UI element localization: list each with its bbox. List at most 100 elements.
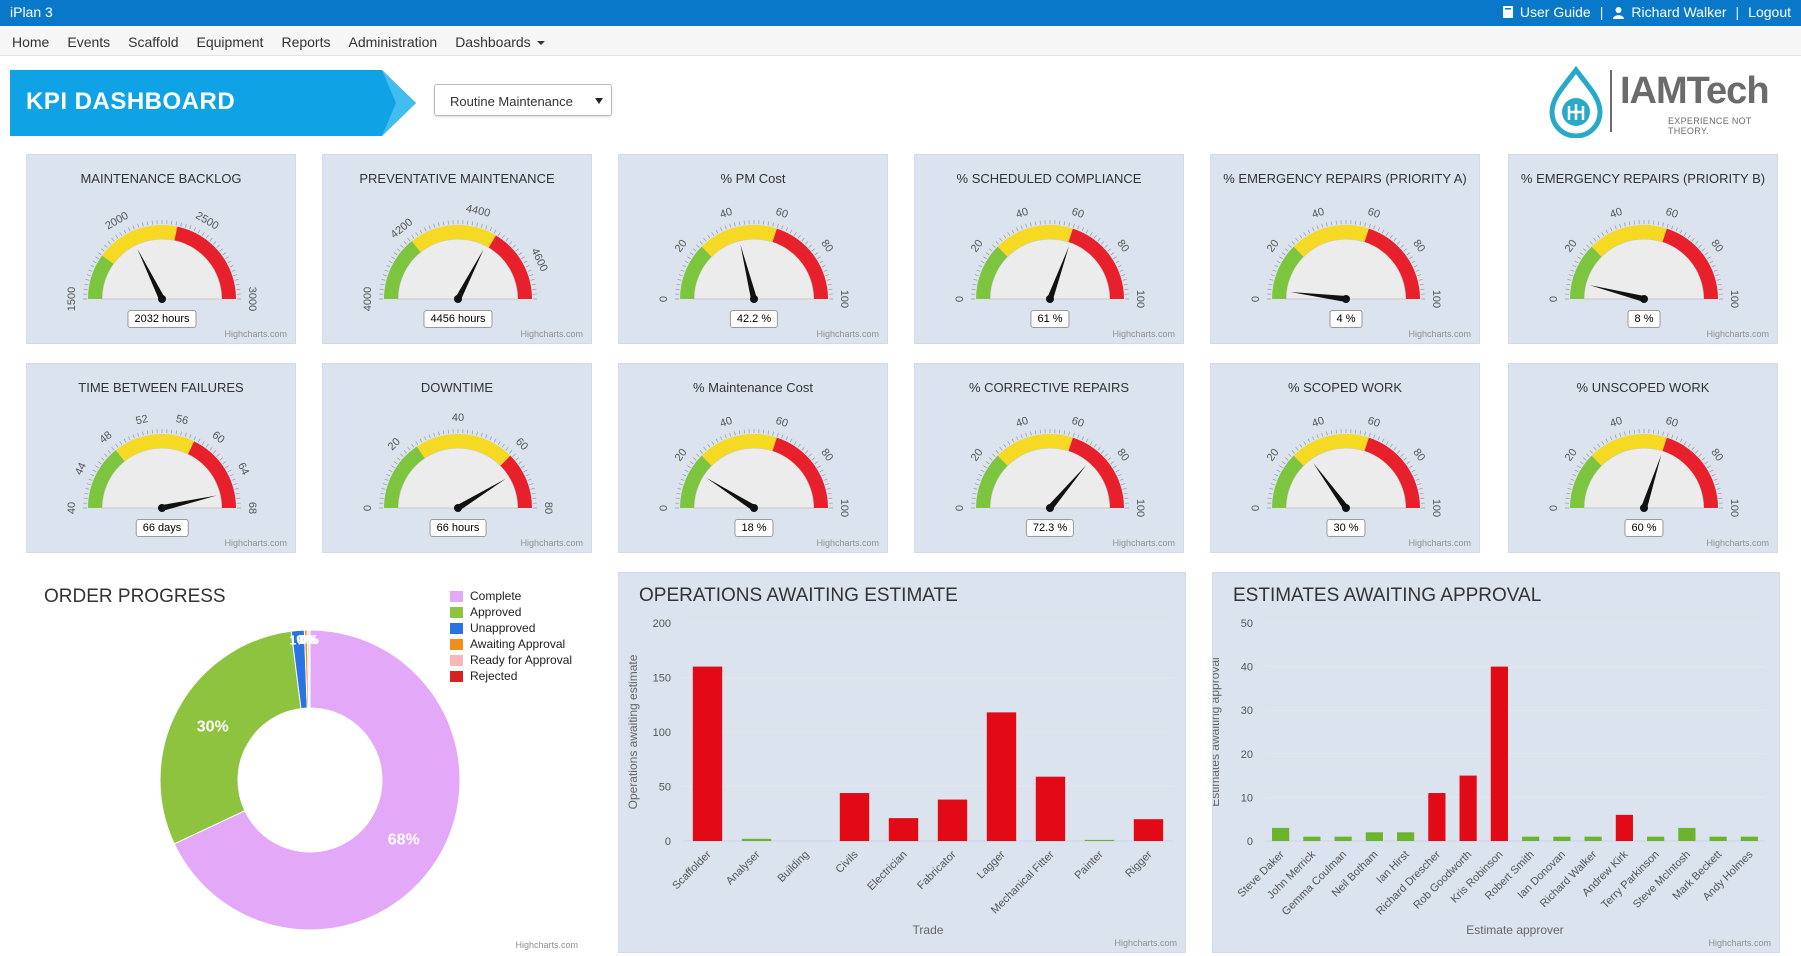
gauge-dial: 0 20 40 60 80 100 — [1250, 415, 1442, 517]
gauge-tick-label: 0 — [954, 296, 966, 302]
highcharts-credit[interactable]: Highcharts.com — [1112, 329, 1175, 339]
order-progress-legend: Complete Approved Unapproved Awaiting Appro… — [450, 588, 572, 684]
highcharts-credit[interactable]: Highcharts.com — [1706, 538, 1769, 548]
nav-reports[interactable]: Reports — [281, 34, 331, 50]
gauge-tick-label: 60 — [1070, 415, 1085, 430]
gauge-tick-label: 20 — [969, 447, 986, 464]
gauge-band-green — [976, 246, 1008, 299]
legend-item-awaiting-approval[interactable]: Awaiting Approval — [450, 636, 572, 652]
highcharts-credit[interactable]: Highcharts.com — [224, 538, 287, 548]
logo-tagline: EXPERIENCE NOT THEORY. — [1668, 116, 1752, 136]
highcharts-credit[interactable]: Highcharts.com — [1408, 538, 1471, 548]
gauge-tick-label: 100 — [838, 290, 850, 308]
gauge-dial: 1500 2000 2500 3000 — [66, 210, 258, 312]
legend-item-approved[interactable]: Approved — [450, 604, 572, 620]
y-tick-label: 40 — [1241, 662, 1253, 674]
gauge-tick-label: 80 — [818, 238, 835, 255]
gauge-needle — [161, 495, 217, 511]
legend-item-rejected[interactable]: Rejected — [450, 668, 572, 684]
gauge-tick-label: 2000 — [103, 210, 130, 233]
gauge-emergency-repairs-priority-a: % EMERGENCY REPAIRS (PRIORITY A) 0 20 40 60 8… — [1210, 154, 1480, 344]
legend-swatch — [450, 622, 463, 634]
bar-neil-botham — [1365, 832, 1383, 841]
legend-label: Complete — [470, 589, 522, 603]
highcharts-credit[interactable]: Highcharts.com — [1708, 938, 1771, 948]
user-guide-link[interactable]: User Guide — [1519, 4, 1591, 20]
bar-robert-smith — [1522, 836, 1540, 841]
highcharts-credit[interactable]: Highcharts.com — [520, 329, 583, 339]
order-progress-title: ORDER PROGRESS — [44, 586, 226, 607]
y-tick-label: 50 — [659, 782, 671, 794]
gauge-needle — [455, 249, 484, 301]
gauge-value: 4 % — [1329, 310, 1363, 328]
gauge-tick-label: 40 — [719, 206, 734, 221]
book-icon — [1502, 5, 1514, 19]
gauge-band-green — [88, 255, 114, 299]
kpi-banner: KPI DASHBOARD — [10, 70, 416, 136]
gauge-needle — [706, 477, 756, 511]
highcharts-credit[interactable]: Highcharts.com — [1112, 538, 1175, 548]
gauge-tick-label: 68 — [246, 502, 258, 514]
logout-link[interactable]: Logout — [1748, 4, 1791, 20]
nav-equipment[interactable]: Equipment — [196, 34, 264, 50]
gauge-value: 4456 hours — [423, 310, 493, 328]
highcharts-credit[interactable]: Highcharts.com — [1706, 329, 1769, 339]
y-axis-title: Operations awaiting estimate — [626, 654, 640, 809]
gauge-band-yellow — [115, 434, 195, 462]
gauge-band-yellow — [1293, 434, 1369, 466]
gauge-tick-label: 100 — [1134, 499, 1146, 517]
bar-rob-goodworth — [1459, 775, 1477, 841]
legend-swatch — [450, 670, 463, 682]
highcharts-credit[interactable]: Highcharts.com — [1114, 938, 1177, 948]
legend-swatch — [450, 590, 463, 602]
nav-dashboards[interactable]: Dashboards — [455, 34, 545, 50]
nav-events[interactable]: Events — [67, 34, 111, 50]
gauge-needle — [740, 244, 757, 300]
legend-item-unapproved[interactable]: Unapproved — [450, 620, 572, 636]
legend-label: Ready for Approval — [470, 653, 573, 667]
gauge-tick-label: 100 — [1728, 290, 1740, 308]
gauge-band-red — [500, 455, 532, 508]
highcharts-credit[interactable]: Highcharts.com — [515, 940, 578, 950]
legend-item-ready-for-approval[interactable]: Ready for Approval — [450, 652, 572, 668]
separator: | — [1735, 4, 1740, 20]
x-axis-title: Trade — [913, 923, 944, 937]
user-name[interactable]: Richard Walker — [1631, 4, 1727, 20]
gauge-dial: 0 20 40 60 80 100 — [658, 206, 850, 308]
x-axis-title: Estimate approver — [1466, 923, 1563, 937]
highcharts-credit[interactable]: Highcharts.com — [816, 538, 879, 548]
highcharts-credit[interactable]: Highcharts.com — [816, 329, 879, 339]
gauge-dial: 0 20 40 60 80 100 — [1250, 206, 1442, 308]
gauge-band-green — [1272, 455, 1304, 508]
gauge-title: % PM Cost — [720, 171, 786, 186]
bar-analyser — [741, 838, 772, 841]
gauge-title: DOWNTIME — [420, 380, 494, 395]
gauge-title: % SCOPED WORK — [1287, 380, 1403, 395]
dashboard-select[interactable]: Routine Maintenance — [434, 84, 612, 116]
gauge-tick-label: 0 — [1548, 296, 1560, 302]
gauge-emergency-repairs-priority-b: % EMERGENCY REPAIRS (PRIORITY B) 0 20 40 60 8… — [1508, 154, 1778, 344]
legend-item-complete[interactable]: Complete — [450, 588, 572, 604]
nav-administration[interactable]: Administration — [348, 34, 438, 50]
gauge-tick-label: 20 — [1265, 447, 1282, 464]
y-tick-label: 0 — [665, 836, 671, 848]
gauge-value: 61 % — [1030, 310, 1070, 328]
highcharts-credit[interactable]: Highcharts.com — [1408, 329, 1471, 339]
highcharts-credit[interactable]: Highcharts.com — [520, 538, 583, 548]
gauge-band-yellow — [1293, 225, 1369, 257]
dropdown-arrow-icon — [595, 98, 603, 104]
operations-awaiting-chart: 0 50 100 150 200 Scaffolder Analyser Building Ci… — [626, 618, 1173, 937]
bar-ian-hirst — [1397, 832, 1415, 841]
gauge-band-green — [1570, 246, 1602, 299]
gauge-tick-label: 20 — [969, 238, 986, 255]
gauge-tick-label: 20 — [1563, 238, 1580, 255]
highcharts-credit[interactable]: Highcharts.com — [224, 329, 287, 339]
gauge-tick-label: 2500 — [193, 210, 220, 233]
nav-home[interactable]: Home — [12, 34, 50, 50]
bar-steve-daker — [1272, 827, 1290, 841]
gauge-tick-label: 40 — [1609, 206, 1624, 221]
gauge-needle — [456, 478, 506, 511]
gauge-title: TIME BETWEEN FAILURES — [78, 380, 244, 395]
nav-scaffold[interactable]: Scaffold — [128, 34, 179, 50]
gauge-time-between-failures: TIME BETWEEN FAILURES 40 44 48 52 56 60 64 68 66 … — [26, 363, 296, 553]
